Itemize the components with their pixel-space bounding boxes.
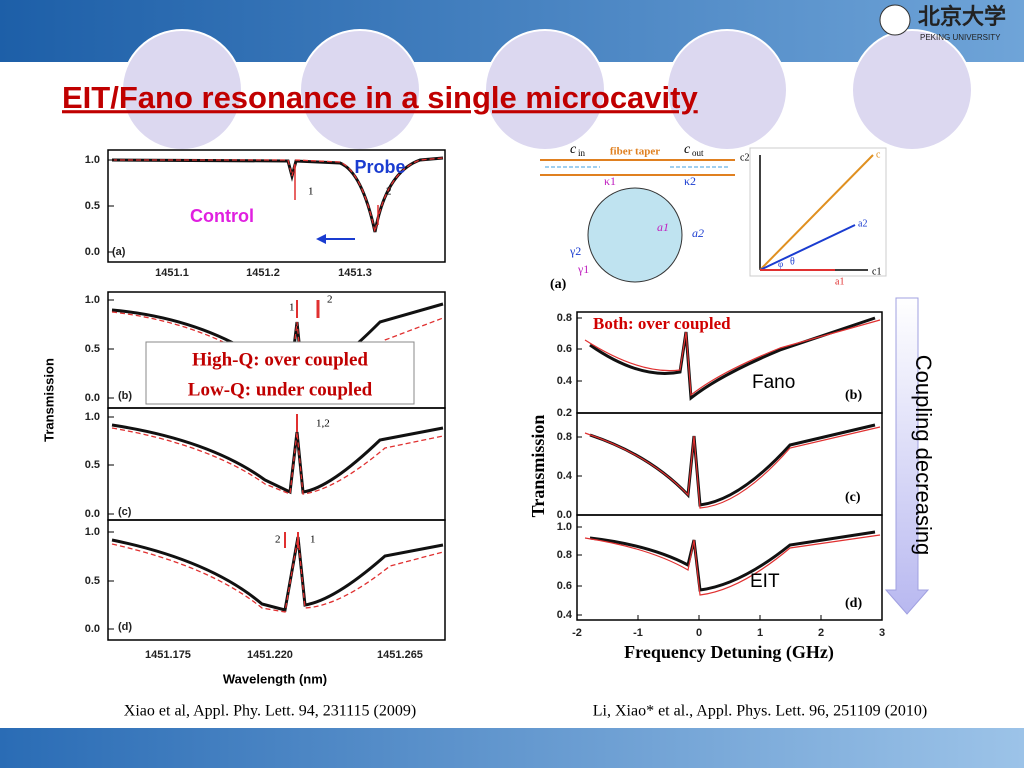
- marker-label: 1: [310, 534, 316, 546]
- x-tick-label: 1451.3: [338, 267, 372, 279]
- y-tick-label: 1.0: [85, 411, 100, 423]
- y-tick-label: 1.0: [85, 294, 100, 306]
- y-axis-label: Transmission: [41, 358, 56, 442]
- a1: a1: [657, 220, 669, 234]
- note-line: Low-Q: under coupled: [188, 379, 373, 400]
- y-tick-label: 0.0: [85, 392, 100, 404]
- y-tick-label: 0.0: [85, 246, 100, 258]
- y-tick-label: 0.0: [85, 623, 100, 635]
- x-tick-label: 1451.220: [247, 649, 293, 661]
- panel-label: (c): [118, 506, 132, 518]
- marker-label: 1,2: [316, 418, 330, 430]
- note-line: High-Q: over coupled: [192, 349, 368, 370]
- circles: [121, 29, 973, 151]
- y-axis-label: Transmission: [528, 415, 548, 518]
- y-tick-label: 0.4: [557, 375, 573, 387]
- y-tick-label: 0.6: [557, 343, 572, 355]
- x-tick-label: 1451.2: [246, 267, 280, 279]
- panel-label: (c): [845, 490, 861, 505]
- panel-label: (d): [845, 596, 862, 611]
- right-figure: [576, 297, 930, 621]
- taper-label: fiber taper: [610, 146, 660, 158]
- a2: a2: [692, 226, 704, 240]
- gamma1: γ1: [577, 262, 589, 276]
- panel-label: (b): [118, 390, 132, 402]
- fano-label: Fano: [752, 372, 795, 393]
- kappa2: κ2: [684, 174, 696, 188]
- schematic-label: (a): [550, 277, 567, 292]
- y-tick-label: 1.0: [557, 521, 572, 533]
- note: Both: over coupled: [593, 314, 731, 333]
- c-out: c: [684, 142, 691, 157]
- x-tick-label: 1: [757, 627, 763, 639]
- y-tick-label: 0.5: [85, 575, 100, 587]
- y-tick-label: 0.5: [85, 343, 100, 355]
- vec-a1: a1: [835, 276, 844, 287]
- bottom-band: [0, 728, 1024, 768]
- logo-emblem: [879, 4, 911, 36]
- logo: 北京大学: [918, 4, 1006, 29]
- y-tick-label: 0.6: [557, 580, 572, 592]
- c-in-sub: in: [578, 148, 586, 158]
- gamma2: γ2: [569, 244, 581, 258]
- panel-label: (a): [112, 246, 126, 258]
- citation: Xiao et al, Appl. Phy. Lett. 94, 231115 …: [124, 703, 416, 720]
- marker-label: 1: [289, 302, 295, 314]
- y-tick-label: 0.0: [85, 508, 100, 520]
- vec-c1: c1: [872, 266, 881, 277]
- panel-label: (b): [845, 388, 862, 403]
- arrow-label: Coupling decreasing: [911, 355, 936, 556]
- y-tick-label: 0.8: [557, 549, 572, 561]
- probe-label: Probe: [354, 157, 405, 177]
- x-tick-label: 0: [696, 627, 702, 639]
- y-tick-label: 0.5: [85, 200, 100, 212]
- control-label: Control: [190, 206, 254, 226]
- x-tick-label: -2: [572, 627, 582, 639]
- x-axis-label: Frequency Detuning (GHz): [624, 642, 834, 663]
- x-tick-label: 1451.1: [155, 267, 189, 279]
- c-in: c: [570, 142, 577, 157]
- vec-c2: c2: [740, 152, 749, 163]
- x-tick-label: -1: [633, 627, 643, 639]
- y-tick-label: 0.0: [557, 509, 572, 521]
- left-figure: [107, 149, 446, 641]
- y-tick-label: 0.8: [557, 431, 572, 443]
- logo-sub: PEKING UNIVERSITY: [920, 33, 1001, 42]
- title: EIT/Fano resonance in a single microcavi…: [62, 80, 698, 115]
- kappa1: κ1: [604, 174, 616, 188]
- y-tick-label: 0.2: [557, 407, 572, 419]
- y-tick-label: 1.0: [85, 154, 100, 166]
- schematic: [540, 147, 887, 283]
- y-tick-label: 1.0: [85, 526, 100, 538]
- y-tick-label: 0.4: [557, 609, 573, 621]
- y-tick-label: 0.4: [557, 470, 573, 482]
- vec-a2: a2: [858, 218, 867, 229]
- x-tick-label: 1451.265: [377, 649, 423, 661]
- y-tick-label: 0.5: [85, 459, 100, 471]
- x-axis-label: Wavelength (nm): [223, 671, 327, 686]
- c-out-sub: out: [692, 148, 704, 158]
- theta: θ: [790, 256, 795, 267]
- citation: Li, Xiao* et al., Appl. Phys. Lett. 96, …: [593, 703, 927, 720]
- marker-label: 1: [308, 186, 314, 198]
- marker-label: 2: [275, 534, 281, 546]
- phi: φ: [778, 259, 783, 269]
- vec-c: c: [876, 149, 881, 160]
- x-tick-label: 3: [879, 627, 885, 639]
- x-tick-label: 2: [818, 627, 824, 639]
- marker-label: 2: [386, 186, 392, 198]
- panel-label: (d): [118, 621, 132, 633]
- eit-label: EIT: [750, 571, 780, 592]
- marker-label: 2: [327, 294, 333, 306]
- y-tick-label: 0.8: [557, 312, 572, 324]
- x-tick-label: 1451.175: [145, 649, 191, 661]
